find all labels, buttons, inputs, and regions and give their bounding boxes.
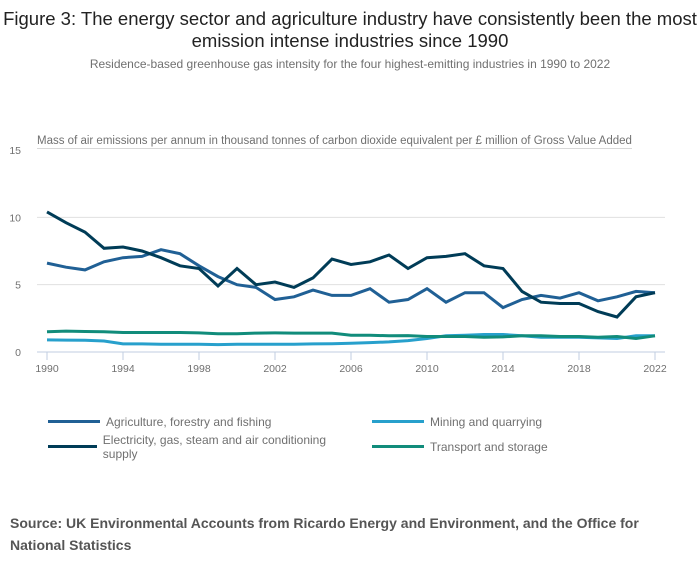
x-tick-label: 2018 (567, 363, 591, 375)
legend-label: Agriculture, forestry and fishing (106, 414, 272, 429)
chart-subtitle: Residence-based greenhouse gas intensity… (89, 57, 611, 71)
y-tick-label: 15 (9, 145, 21, 157)
source-note: Source: UK Environmental Accounts from R… (10, 515, 639, 553)
x-tick-label: 1998 (187, 363, 211, 375)
legend-label: Mining and quarrying (430, 414, 543, 429)
gridlines (37, 216, 665, 286)
y-tick-label: 0 (15, 347, 21, 359)
x-tick-label: 2006 (339, 363, 363, 375)
legend: Agriculture, forestry and fishing Mining… (48, 409, 688, 461)
legend-swatch-agriculture (48, 420, 100, 423)
legend-label: Transport and storage (430, 439, 548, 454)
line-chart: 0 5 10 15 1990 1994 1998 2002 2006 2010 2014 2018 2… (9, 145, 667, 375)
y-tick-label: 10 (9, 212, 21, 224)
legend-item-agriculture[interactable]: Agriculture, forestry and fishing (48, 415, 348, 429)
y-axis-label: Mass of air emissions per annum in thous… (37, 135, 632, 149)
legend-label: Electricity, gas, steam and air conditio… (102, 432, 327, 461)
chart-title: Figure 3: The energy sector and agricult… (3, 8, 697, 51)
x-tick-label: 2002 (263, 363, 287, 375)
x-tick-label: 2022 (643, 363, 667, 375)
series-lines (46, 210, 656, 347)
y-tick-label: 5 (15, 280, 21, 292)
x-tick-label: 1990 (35, 363, 59, 375)
legend-item-mining[interactable]: Mining and quarrying (372, 415, 542, 429)
y-axis-ticks: 0 5 10 15 (9, 145, 21, 359)
legend-swatch-mining (372, 420, 424, 423)
legend-swatch-transport (372, 445, 424, 448)
x-tick-label: 1994 (111, 363, 135, 375)
x-axis: 1990 1994 1998 2002 2006 2010 2014 2018 2022 (35, 351, 667, 375)
legend-swatch-electricity (48, 445, 97, 448)
legend-item-electricity[interactable]: Electricity, gas, steam and air conditio… (48, 433, 348, 461)
x-tick-label: 2010 (415, 363, 439, 375)
series-line-agriculture[interactable] (46, 248, 656, 310)
series-line-electricity[interactable] (46, 210, 656, 319)
legend-item-transport[interactable]: Transport and storage (372, 440, 548, 454)
series-line-transport[interactable] (46, 329, 656, 341)
x-tick-label: 2014 (491, 363, 515, 375)
